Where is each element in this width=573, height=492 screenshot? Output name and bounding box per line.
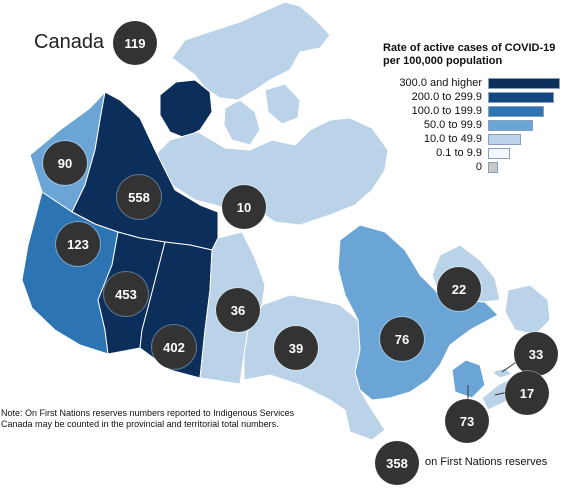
yukon-bubble: 90 [43, 141, 87, 185]
legend-label: 100.0 to 199.9 [411, 105, 482, 117]
newfoundland-labrador-bubble: 22 [437, 267, 481, 311]
nunavut-bubble: 10 [222, 185, 266, 229]
country-title: Canada [34, 31, 105, 53]
legend-label: 50.0 to 99.9 [423, 119, 482, 131]
pei-bubble: 33 [514, 332, 558, 376]
ontario-bubble: 39 [274, 326, 318, 370]
pei-shape [491, 367, 513, 379]
island-shape [223, 99, 261, 146]
first-nations-reserves-bubble: 358 [375, 441, 419, 485]
island-shape [264, 83, 301, 125]
canada-total-bubble: 119 [113, 21, 157, 65]
legend-row: 10.0 to 49.9 [383, 132, 568, 146]
legend-swatch [488, 133, 521, 145]
legend-swatch [488, 161, 498, 173]
legend-label: 10.0 to 49.9 [423, 133, 482, 145]
legend-row: 0.1 to 9.9 [383, 146, 568, 160]
legend-label: 200.0 to 299.9 [411, 91, 482, 103]
bc-bubble: 123 [56, 222, 100, 266]
legend-label: 0 [475, 161, 482, 173]
legend-label: 0.1 to 9.9 [436, 147, 482, 159]
nwt-island-shape [159, 79, 213, 139]
quebec-bubble: 76 [380, 317, 424, 361]
footnote: Note: On First Nations reserves numbers … [1, 408, 295, 429]
legend-swatch [488, 147, 510, 159]
legend-rows: 300.0 and higher 200.0 to 299.9 100.0 to… [383, 76, 568, 174]
first-nations-reserves-label: on First Nations reserves [425, 456, 548, 468]
legend-swatch [488, 105, 544, 117]
newfoundland-shape [504, 284, 551, 336]
manitoba-bubble: 36 [216, 288, 260, 332]
legend-swatch [488, 119, 533, 131]
legend-row: 100.0 to 199.9 [383, 104, 568, 118]
new-brunswick-shape [451, 359, 486, 399]
legend-swatch [488, 91, 554, 103]
arctic-islands-shape [171, 1, 331, 101]
legend-row: 50.0 to 99.9 [383, 118, 568, 132]
new-brunswick-bubble: 73 [445, 399, 489, 443]
legend-row: 200.0 to 299.9 [383, 90, 568, 104]
legend: Rate of active cases of COVID-19 per 100… [383, 42, 568, 174]
legend-swatch [488, 77, 560, 89]
legend-label: 300.0 and higher [399, 77, 482, 89]
ontario-shape [243, 294, 386, 441]
legend-row: 300.0 and higher [383, 76, 568, 90]
nwt-bubble: 558 [117, 175, 161, 219]
legend-row: 0 [383, 160, 568, 174]
quebec-shape [337, 224, 499, 401]
saskatchewan-bubble: 402 [152, 325, 196, 369]
nova-scotia-bubble: 17 [505, 371, 549, 415]
alberta-bubble: 453 [104, 272, 148, 316]
legend-title: Rate of active cases of COVID-19 per 100… [383, 42, 556, 67]
